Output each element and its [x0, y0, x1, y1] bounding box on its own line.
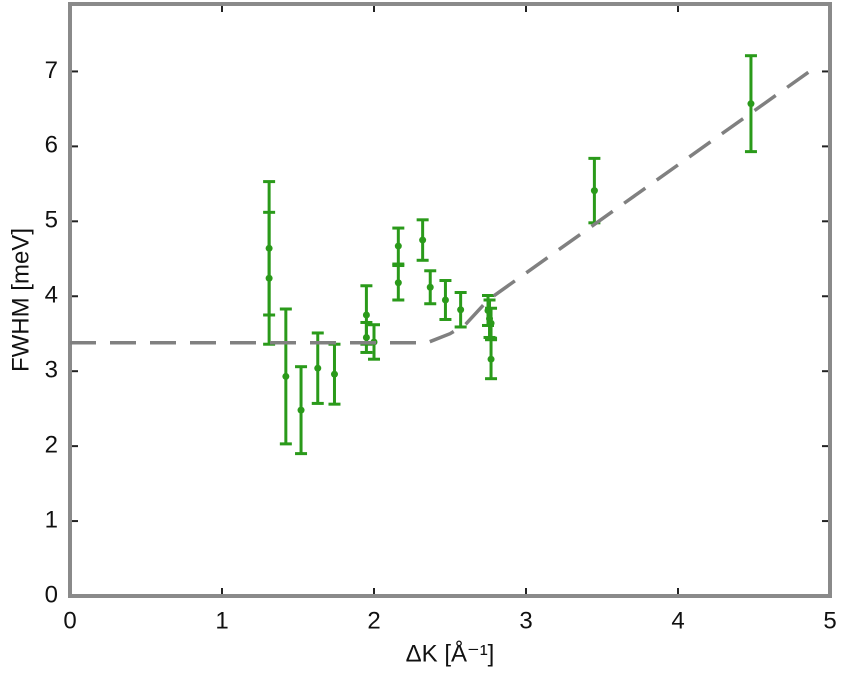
y-tick-label: 6: [45, 132, 58, 159]
fit-line: [70, 66, 816, 345]
y-tick-label: 5: [45, 207, 58, 234]
data-point: [362, 311, 370, 319]
data-point: [426, 283, 434, 291]
data-point: [394, 279, 402, 287]
data-point: [314, 364, 322, 372]
data-point: [457, 306, 465, 314]
data-point: [362, 333, 370, 341]
y-tick-label: 1: [45, 506, 58, 533]
x-tick-label: 5: [823, 607, 836, 634]
data-point: [330, 370, 338, 378]
y-tick-label: 2: [45, 431, 58, 458]
data-point: [297, 406, 305, 414]
y-tick-label: 4: [45, 282, 58, 309]
plot-frame: [68, 2, 832, 598]
data-point: [282, 372, 290, 380]
data-point: [265, 274, 273, 282]
data-point: [487, 355, 495, 363]
x-tick-label: 0: [63, 607, 76, 634]
y-tick-label: 0: [45, 581, 58, 608]
data-point: [590, 187, 598, 195]
x-tick-label: 4: [671, 607, 684, 634]
x-tick-label: 1: [215, 607, 228, 634]
x-tick-label: 3: [519, 607, 532, 634]
y-axis-label: FWHM [meV]: [7, 228, 34, 372]
data-point: [419, 236, 427, 244]
y-tick-label: 3: [45, 357, 58, 384]
y-tick-label: 7: [45, 57, 58, 84]
data-point: [747, 100, 755, 108]
data-point: [394, 242, 402, 250]
x-axis-label: ΔK [Å⁻¹]: [406, 639, 495, 667]
x-tick-label: 2: [367, 607, 380, 634]
data-point: [487, 319, 495, 327]
data-point: [441, 296, 449, 304]
